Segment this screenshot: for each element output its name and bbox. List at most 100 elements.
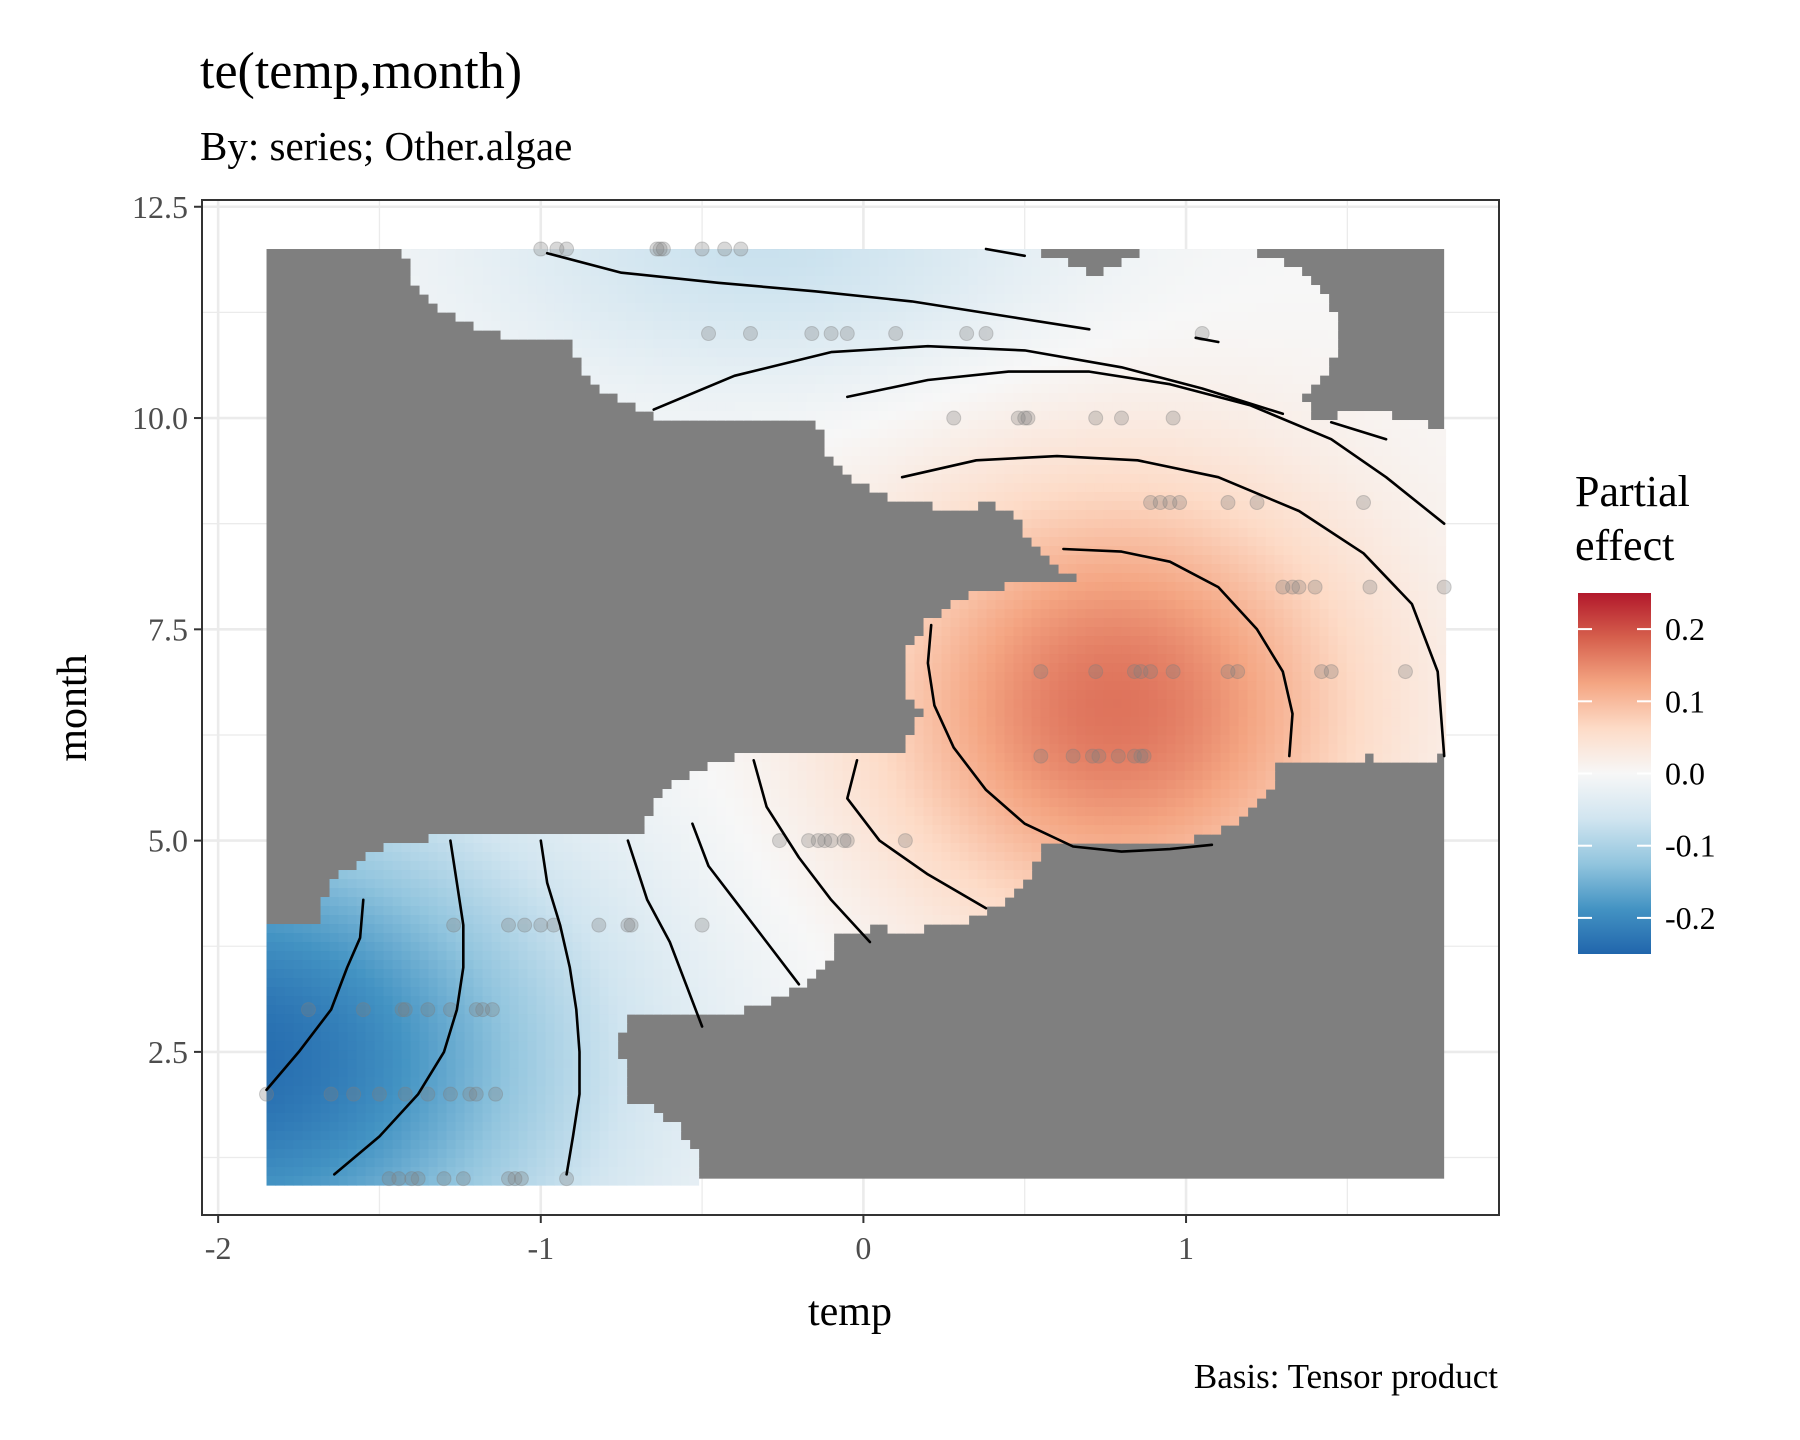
heat-cell xyxy=(842,834,853,844)
heat-cell xyxy=(464,249,475,259)
heat-cell xyxy=(887,438,898,448)
heat-cell xyxy=(1004,735,1015,745)
heat-cell xyxy=(1103,375,1114,385)
heat-cell xyxy=(653,879,664,889)
heat-cell xyxy=(527,1176,538,1186)
heat-cell xyxy=(374,960,385,970)
heat-cell xyxy=(707,1005,718,1015)
heat-cell xyxy=(1058,276,1069,286)
heat-cell xyxy=(1103,294,1114,304)
heat-cell xyxy=(347,1032,358,1042)
heat-cell xyxy=(383,861,394,871)
heat-cell xyxy=(950,699,961,709)
heat-cell xyxy=(1022,258,1033,268)
heat-cell xyxy=(1040,285,1051,295)
heat-cell xyxy=(905,339,916,349)
heat-cell xyxy=(374,933,385,943)
heat-cell xyxy=(1022,321,1033,331)
heat-cell xyxy=(1130,429,1141,439)
heat-cell xyxy=(1040,258,1051,268)
heat-cell xyxy=(437,897,448,907)
heat-cell xyxy=(653,1140,664,1150)
heat-cell xyxy=(770,789,781,799)
heat-cell xyxy=(482,888,493,898)
heat-cell xyxy=(959,474,970,484)
heat-cell xyxy=(788,888,799,898)
heat-cell xyxy=(671,816,682,826)
heat-cell xyxy=(554,924,565,934)
heat-cell xyxy=(1013,798,1024,808)
heat-cell xyxy=(428,996,439,1006)
heat-cell xyxy=(941,420,952,430)
heat-cell xyxy=(896,861,907,871)
heat-cell xyxy=(1157,402,1168,412)
heat-cell xyxy=(770,402,781,412)
heat-cell xyxy=(1031,330,1042,340)
heat-cell xyxy=(446,924,457,934)
heat-cell xyxy=(1067,375,1078,385)
heat-cell xyxy=(563,852,574,862)
heat-cell xyxy=(1112,330,1123,340)
heat-cell xyxy=(815,411,826,421)
heat-cell xyxy=(671,1158,682,1168)
heat-cell xyxy=(932,852,943,862)
heat-cell xyxy=(347,1050,358,1060)
heat-cell xyxy=(572,249,583,259)
heat-cell xyxy=(914,906,925,916)
heat-cell xyxy=(752,798,763,808)
heat-cell xyxy=(491,1176,502,1186)
heat-cell xyxy=(464,294,475,304)
heat-cell xyxy=(473,1095,484,1105)
heat-cell xyxy=(293,1095,304,1105)
heat-cell xyxy=(617,1176,628,1186)
heat-cell xyxy=(914,825,925,835)
heat-cell xyxy=(1076,312,1087,322)
heat-cell xyxy=(752,834,763,844)
heat-cell xyxy=(581,294,592,304)
heat-cell xyxy=(860,825,871,835)
heat-cell xyxy=(419,960,430,970)
heat-cell xyxy=(446,870,457,880)
heat-cell xyxy=(536,1014,547,1024)
heat-cell xyxy=(644,1167,655,1177)
heat-cell xyxy=(743,960,754,970)
heat-cell xyxy=(716,357,727,367)
heat-cell xyxy=(1058,744,1069,754)
heat-cell xyxy=(743,348,754,358)
heat-cell xyxy=(1022,789,1033,799)
heat-cell xyxy=(617,1140,628,1150)
heat-cell xyxy=(977,591,988,601)
heat-cell xyxy=(887,249,898,259)
heat-cell xyxy=(1148,582,1159,592)
heat-cell xyxy=(518,969,529,979)
heat-cell xyxy=(1049,681,1060,691)
heat-cell xyxy=(1004,699,1015,709)
heat-cell xyxy=(698,303,709,313)
heat-cell xyxy=(887,879,898,889)
heat-cell xyxy=(689,978,700,988)
heat-cell xyxy=(1085,429,1096,439)
heat-cell xyxy=(941,330,952,340)
heat-cell xyxy=(752,843,763,853)
heat-cell xyxy=(662,969,673,979)
heat-cell xyxy=(1076,429,1087,439)
heat-cell xyxy=(1049,375,1060,385)
heat-cell xyxy=(644,852,655,862)
heat-cell xyxy=(1130,762,1141,772)
heat-cell xyxy=(1130,447,1141,457)
heat-cell xyxy=(770,294,781,304)
heat-cell xyxy=(1049,672,1060,682)
heat-cell xyxy=(338,978,349,988)
heat-cell xyxy=(1121,663,1132,673)
heat-cell xyxy=(734,366,745,376)
heat-cell xyxy=(500,870,511,880)
heat-cell xyxy=(869,321,880,331)
heat-cell xyxy=(851,357,862,367)
heat-cell xyxy=(986,429,997,439)
heat-cell xyxy=(689,303,700,313)
heat-cell xyxy=(743,411,754,421)
heat-cell xyxy=(932,456,943,466)
heat-cell xyxy=(293,951,304,961)
heat-cell xyxy=(1076,456,1087,466)
heat-cell xyxy=(428,969,439,979)
